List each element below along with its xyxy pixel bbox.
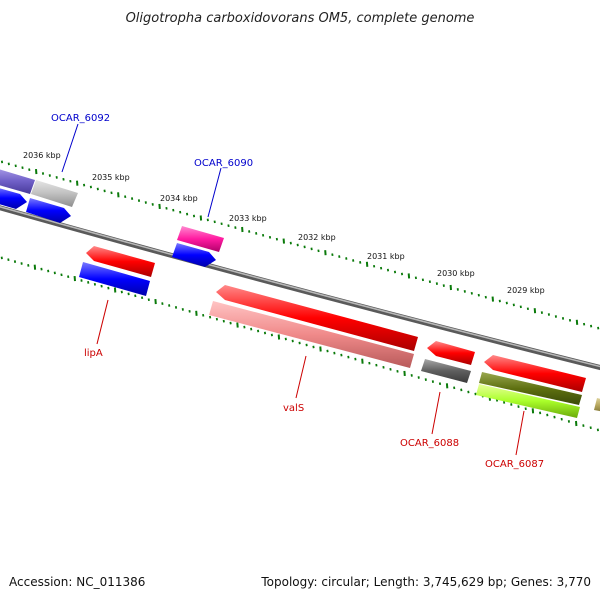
feature-tan — [594, 398, 600, 412]
gene-label-ocar6090: OCAR_6090 — [194, 158, 253, 169]
feature-blue — [172, 243, 216, 267]
ruler-label: 2029 kbp — [507, 286, 545, 295]
gene-label-valS: valS — [283, 403, 304, 414]
gene-label-ocar6092: OCAR_6092 — [51, 113, 110, 124]
ruler-label: 2036 kbp — [23, 151, 61, 160]
inner-tick-track — [0, 256, 599, 432]
ruler-label: 2032 kbp — [298, 233, 336, 242]
ruler-label: 2030 kbp — [437, 269, 475, 278]
feature-blue — [26, 198, 71, 223]
gene-label-ocar6088: OCAR_6088 — [400, 438, 459, 449]
feature-lipA — [86, 246, 155, 277]
feature-OCAR_6087 — [479, 372, 582, 405]
ruler-label: 2031 kbp — [367, 252, 405, 261]
ruler-labels: 2036 kbp 2035 kbp 2034 kbp 2033 kbp 2032… — [23, 151, 545, 295]
feature-OCAR_6088 — [421, 359, 471, 383]
callout-lines — [61, 123, 525, 456]
ruler-label: 2033 kbp — [229, 214, 267, 223]
feature-lime — [476, 384, 580, 418]
gene-label-lipA: lipA — [84, 348, 103, 359]
genome-backbone — [0, 205, 600, 371]
feature-lightgray — [31, 180, 78, 207]
feature-red — [484, 355, 586, 392]
map-title: Oligotropha carboxidovorans OM5, complet… — [126, 11, 475, 26]
genome-summary-text: Topology: circular; Length: 3,745,629 bp… — [260, 575, 591, 589]
feature-blue — [79, 262, 150, 296]
gene-features — [0, 169, 600, 418]
ruler-label: 2035 kbp — [92, 173, 130, 182]
outer-tick-track — [0, 160, 600, 330]
gene-label-ocar6087: OCAR_6087 — [485, 459, 544, 470]
feature-blue-edge — [0, 188, 27, 209]
feature-valS — [216, 285, 418, 351]
feature-pink — [209, 301, 414, 368]
gene-labels: OCAR_6092 OCAR_6090 lipA valS OCAR_6088 … — [51, 113, 544, 470]
feature-magenta — [177, 226, 224, 252]
accession-text: Accession: NC_011386 — [9, 575, 145, 589]
feature-purple — [0, 169, 35, 194]
feature-red-small — [427, 341, 475, 365]
ruler-label: 2034 kbp — [160, 194, 198, 203]
